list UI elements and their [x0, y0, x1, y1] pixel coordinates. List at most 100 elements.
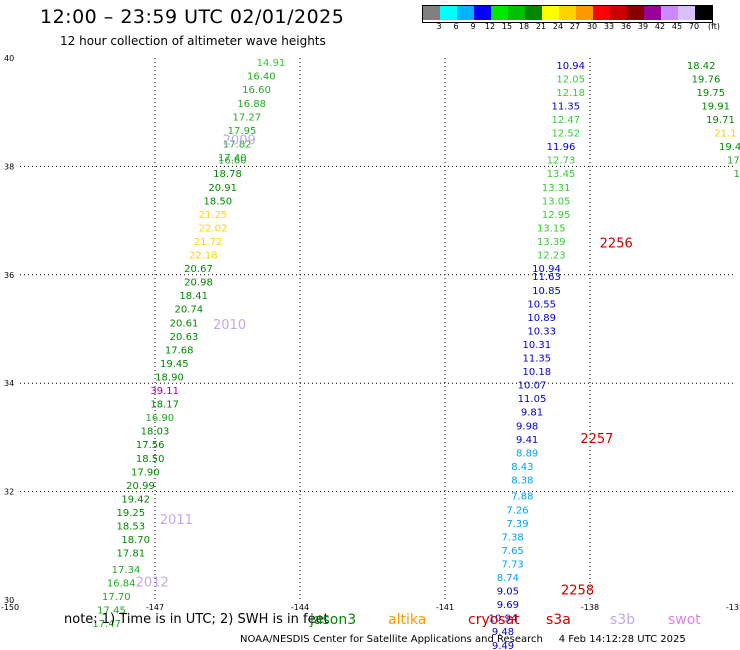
wave-height-label: 7.26: [506, 505, 528, 516]
wave-height-label: 17.40: [218, 153, 247, 164]
wave-height-label: 19.75: [697, 88, 726, 99]
wave-height-label: 10.89: [527, 313, 556, 324]
wave-height-label: 20.67: [184, 264, 213, 275]
wave-height-label: 18.90: [155, 372, 184, 383]
wave-height-label: 12.52: [552, 129, 581, 140]
wave-height-label: 10.07: [518, 381, 547, 392]
wave-height-label: 18.41: [179, 291, 208, 302]
wave-height-label: 10.33: [527, 326, 556, 337]
legend-swatch: [695, 6, 712, 20]
wave-height-label: 16.60: [218, 156, 247, 167]
y-tick-label: 32: [4, 488, 14, 497]
wave-height-label: 11.63: [532, 272, 561, 283]
wave-height-label: 17.47: [92, 619, 121, 630]
legend-swatch: [610, 6, 627, 20]
wave-height-label: 9.69: [497, 600, 519, 611]
legend-label: (ft): [707, 22, 721, 31]
legend-swatch: [491, 6, 508, 20]
wave-height-label: 19.45: [160, 359, 189, 370]
wave-height-label: 7.38: [502, 532, 524, 543]
wave-height-label: 9.49: [492, 641, 514, 650]
wave-height-label: 17.45: [97, 606, 126, 617]
footer-credit: NOAA/NESDIS Center for Satellite Applica…: [240, 634, 686, 645]
wave-height-label: 20.63: [170, 332, 199, 343]
wave-height-label: 7.39: [506, 519, 528, 530]
wave-height-label: 18.03: [141, 427, 170, 438]
credit-text: NOAA/NESDIS Center for Satellite Applica…: [240, 634, 543, 645]
x-tick-label: -144: [291, 603, 309, 612]
legend-label: 3: [436, 22, 442, 31]
wave-height-label: 18.50: [204, 196, 233, 207]
legend-swatch: [525, 6, 542, 20]
wave-height-label: 10.55: [527, 299, 556, 310]
wave-height-label: 19.4: [719, 142, 740, 153]
time-label: 2012: [136, 575, 169, 590]
note-line: note: 1) Time is in UTC; 2) SWH is in fe…: [64, 612, 329, 627]
wave-height-label: 20.99: [126, 481, 155, 492]
time-label: 2010: [213, 318, 246, 333]
wave-height-label: 17.27: [233, 112, 262, 123]
time-labels: 2009 2010 2011 2012 2256 2257 2258: [136, 134, 633, 599]
legend-label: 33: [603, 22, 615, 31]
wave-height-label: 13.39: [537, 237, 566, 248]
legend-label: 9: [470, 22, 476, 31]
timestamp-text: 4 Feb 14:12:28 UTC 2025: [558, 634, 686, 645]
wave-height-label: 16.84: [107, 578, 136, 589]
wave-height-label: 19.25: [117, 508, 146, 519]
wave-height-label: 17.: [727, 156, 740, 167]
wave-height-label: 19.76: [692, 74, 721, 85]
wave-height-label: 12.18: [556, 88, 585, 99]
wave-height-label: 10.31: [523, 340, 552, 351]
wave-height-label: 21.72: [194, 237, 223, 248]
legend-swatch: [423, 6, 440, 20]
wave-height-label: 20.74: [175, 305, 204, 316]
legend-swatch: [661, 6, 678, 20]
y-tick-label: 34: [4, 379, 14, 388]
wave-height-label: 12.23: [537, 251, 566, 262]
wave-height-label: 17.68: [165, 345, 194, 356]
y-tick-label: 40: [4, 54, 14, 63]
legend-label: 24: [552, 22, 564, 31]
wave-height-label: 17.95: [228, 126, 257, 137]
wave-height-label: 21.25: [199, 210, 228, 221]
wave-height-label: 17.34: [112, 565, 141, 576]
wave-height-label: 18.42: [687, 61, 716, 72]
legend-label: 18: [518, 22, 530, 31]
legend-swatch: [542, 6, 559, 20]
time-label: 2009: [223, 134, 256, 149]
wave-height-label: 22.18: [189, 251, 218, 262]
legend-label: 27: [569, 22, 581, 31]
wave-height-label: 18.78: [213, 169, 242, 180]
satellite-s3a: s3a: [546, 612, 571, 628]
wave-height-label: 12.73: [547, 156, 576, 167]
wave-height-label: 17.56: [136, 440, 165, 451]
x-tick-label: -147: [146, 603, 164, 612]
wave-height-label: 9.98: [516, 421, 538, 432]
legend-label: 45: [671, 22, 683, 31]
wave-height-label: 20.91: [208, 183, 237, 194]
wave-height-label: 18.70: [121, 535, 150, 546]
note-text: note: 1) Time is in UTC; 2) SWH is in fe…: [64, 612, 329, 627]
track-jason: 14.91 16.40 16.60 16.88 17.27 17.95 17.82 17.40…: [92, 58, 285, 630]
time-label: 2011: [160, 513, 193, 528]
legend-swatch: [627, 6, 644, 20]
satellite-s3b: s3b: [610, 612, 636, 628]
y-tick-label: 36: [4, 271, 14, 280]
time-label: 2258: [561, 584, 594, 599]
legend-swatch: [576, 6, 593, 20]
satellite-cryosat: cryosat: [468, 612, 520, 628]
wave-height-label: 8.38: [511, 475, 533, 486]
wave-height-label: 18.53: [117, 522, 146, 533]
wave-height-label: 7.65: [502, 546, 524, 557]
wave-height-label: 20.61: [170, 318, 199, 329]
x-tick-label: -135: [726, 603, 740, 612]
legend-label: 30: [586, 22, 598, 31]
y-tick-label: 38: [4, 162, 14, 171]
y-tick-label: 30: [4, 596, 14, 605]
wave-height-label: 10.85: [532, 286, 561, 297]
wave-height-label: 13.31: [542, 183, 571, 194]
wave-height-label: 17.90: [131, 467, 160, 478]
color-legend: [422, 5, 713, 23]
satellite-altika: altika: [388, 612, 427, 628]
